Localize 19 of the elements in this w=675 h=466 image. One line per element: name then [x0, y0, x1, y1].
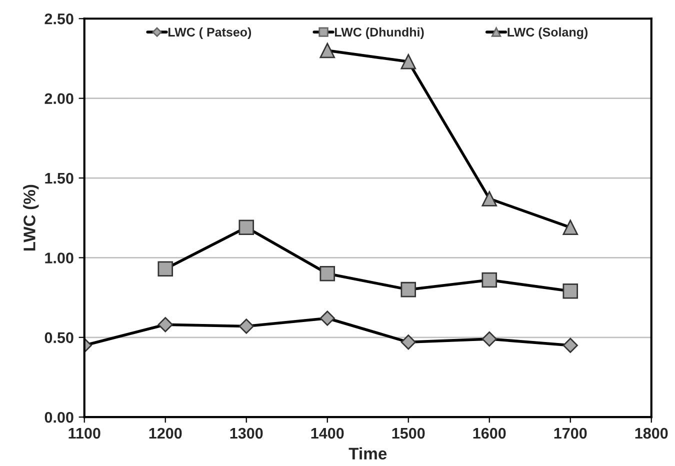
legend-label: LWC (Solang) — [508, 27, 588, 40]
x-tick-label: 1200 — [149, 428, 182, 439]
y-tick-label: 1.50 — [45, 172, 74, 184]
y-axis-title: LWC (%) — [23, 184, 39, 251]
legend-label: LWC ( Patseo) — [168, 27, 252, 40]
x-tick-label: 1300 — [230, 428, 263, 439]
x-tick-label: 1700 — [554, 428, 587, 439]
y-tick-label: 2.00 — [44, 93, 74, 104]
x-tick-label: 1100 — [68, 428, 100, 439]
x-tick-label: 1500 — [392, 428, 425, 439]
y-tick-label: 2.50 — [44, 14, 74, 24]
x-tick-label: 1400 — [311, 428, 344, 439]
y-tick-label: 0.00 — [44, 412, 74, 423]
x-axis-title: Time — [348, 447, 387, 460]
y-tick-label: 1.00 — [45, 252, 74, 264]
y-tick-label: 0.50 — [44, 332, 74, 344]
x-tick-label: 1800 — [635, 428, 668, 439]
legend-label: LWC (Dhundhi) — [334, 27, 424, 40]
x-tick-label: 1600 — [473, 428, 506, 439]
